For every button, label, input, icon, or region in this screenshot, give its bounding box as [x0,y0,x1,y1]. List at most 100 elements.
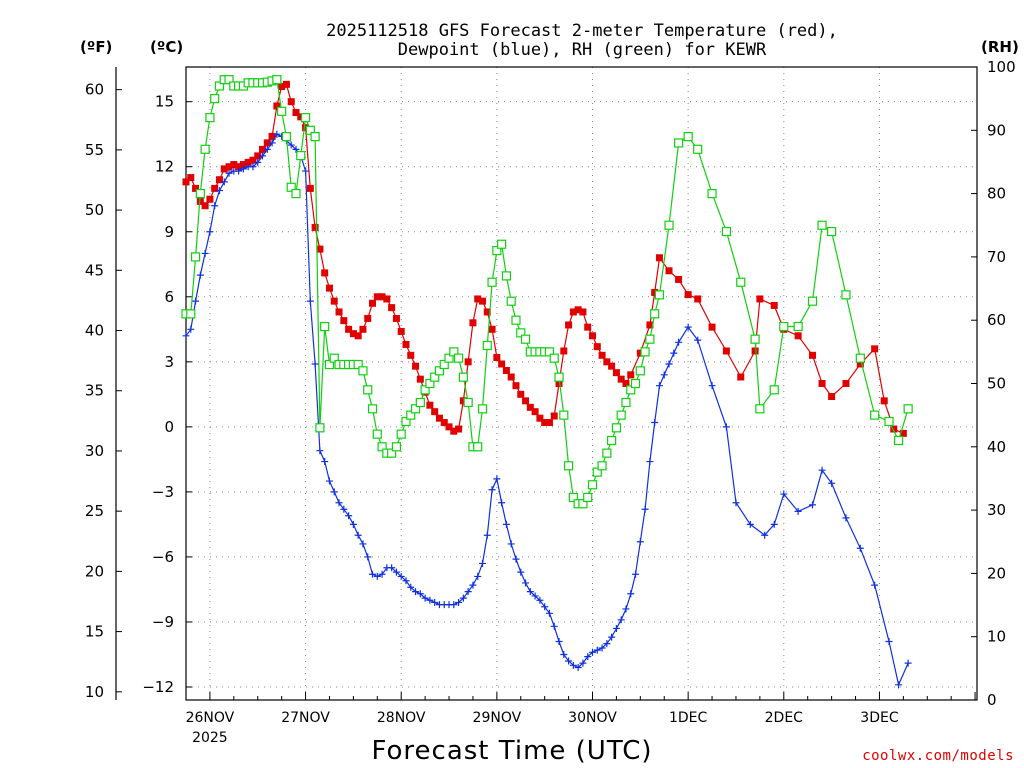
fahrenheit-tick-label: 10 [85,683,104,701]
dewpoint-point [598,644,606,652]
dewpoint-point [871,581,879,589]
temperature-point [684,291,692,299]
rh-point [277,106,287,116]
temperature-point [498,360,506,368]
temperature-point [450,427,458,435]
dewpoint-point [273,130,281,138]
rh-point [415,397,425,408]
rh-point [286,182,296,192]
rh-point [410,404,421,414]
rh-point [616,410,626,420]
temperature-point [278,83,286,91]
celsius-tick-label: 15 [155,93,174,111]
dewpoint-point [660,371,668,379]
rh-line [186,78,909,505]
rh-point [439,359,449,370]
temperature-point [479,297,487,305]
temperature-point [608,362,616,370]
rh-point [693,144,703,154]
x-tick-label: 27NOV [281,710,330,726]
temperature-point [612,369,620,377]
rh-point [903,404,913,414]
fahrenheit-tick-label: 45 [85,261,104,279]
dewpoint-point [354,531,362,539]
temperature-point [665,267,673,275]
rh-point [324,359,335,370]
dewpoint-point [517,568,525,576]
dewpoint-point [201,249,209,257]
rh-point [353,359,363,370]
rh-point [640,347,650,357]
temperature-point [722,347,730,355]
dewpoint-point [584,653,592,661]
rh-point [554,372,564,382]
rh-point [597,461,607,471]
rh-point [683,132,693,142]
rh-point [453,353,464,363]
temperature-point [455,425,463,433]
rh-point [363,385,373,395]
grid-lines [186,67,977,700]
temperature-point [397,327,405,335]
rh-point [449,347,459,357]
dewpoint-point [259,152,267,160]
rh-point [401,416,411,427]
temperature-point [555,380,563,387]
temperature-point [550,412,558,420]
temperature-point [287,98,295,106]
dewpoint-point [655,382,663,390]
rh-point [482,340,492,351]
temperature-point [512,382,520,390]
dewpoint-point [364,553,372,561]
dewpoint-point [378,570,386,578]
temperature-point [536,414,544,422]
temperature-point [526,403,534,411]
rh-point [621,397,631,408]
dewpoint-point [770,520,778,528]
rh-point [434,366,445,376]
dewpoint-point [565,657,573,665]
temperature-point [230,161,238,169]
temperature-point [565,321,573,329]
series-plot-area [181,75,913,689]
rh-point [568,492,578,503]
temperature-point [349,330,357,338]
temperature-point [445,423,453,431]
rh-point [626,385,636,395]
dewpoint-point [325,477,333,485]
dewpoint-point [670,349,678,357]
dewpoint-point [287,141,295,149]
dewpoint-point [335,499,343,507]
x-tick-label: 30NOV [568,710,617,726]
rh-point [664,220,674,230]
celsius-tick-label: 6 [164,288,174,306]
rh-point [214,81,225,91]
rh-point [630,378,641,389]
rh-point [430,372,440,382]
temperature-point [306,184,314,192]
rh-point [578,499,588,509]
dewpoint-point [412,588,420,596]
rh-tick-label: 0 [987,691,997,709]
rh-axis: 0 10 20 30 40 50 60 70 80 90 100 [971,58,1016,709]
rh-point [516,328,526,338]
dewpoint-point [732,499,740,507]
dewpoint-point [459,594,467,602]
temperature-point [469,319,477,327]
temperature-line [185,83,904,434]
dewpoint-point [555,637,563,645]
x-tick-label: 29NOV [473,710,522,726]
rh-point [884,416,894,427]
rh-point [210,94,220,104]
dewpoint-point [373,572,381,580]
temperature-point [325,284,333,292]
rh-tick-label: 40 [987,438,1006,456]
temperature-point [235,163,243,171]
dewpoint-point [574,663,582,671]
rh-point [310,132,320,142]
dewpoint-point [254,158,262,166]
rh-point [296,151,306,161]
temperature-point [646,321,654,329]
temperature-point [340,317,348,325]
temperature-point [220,165,228,173]
